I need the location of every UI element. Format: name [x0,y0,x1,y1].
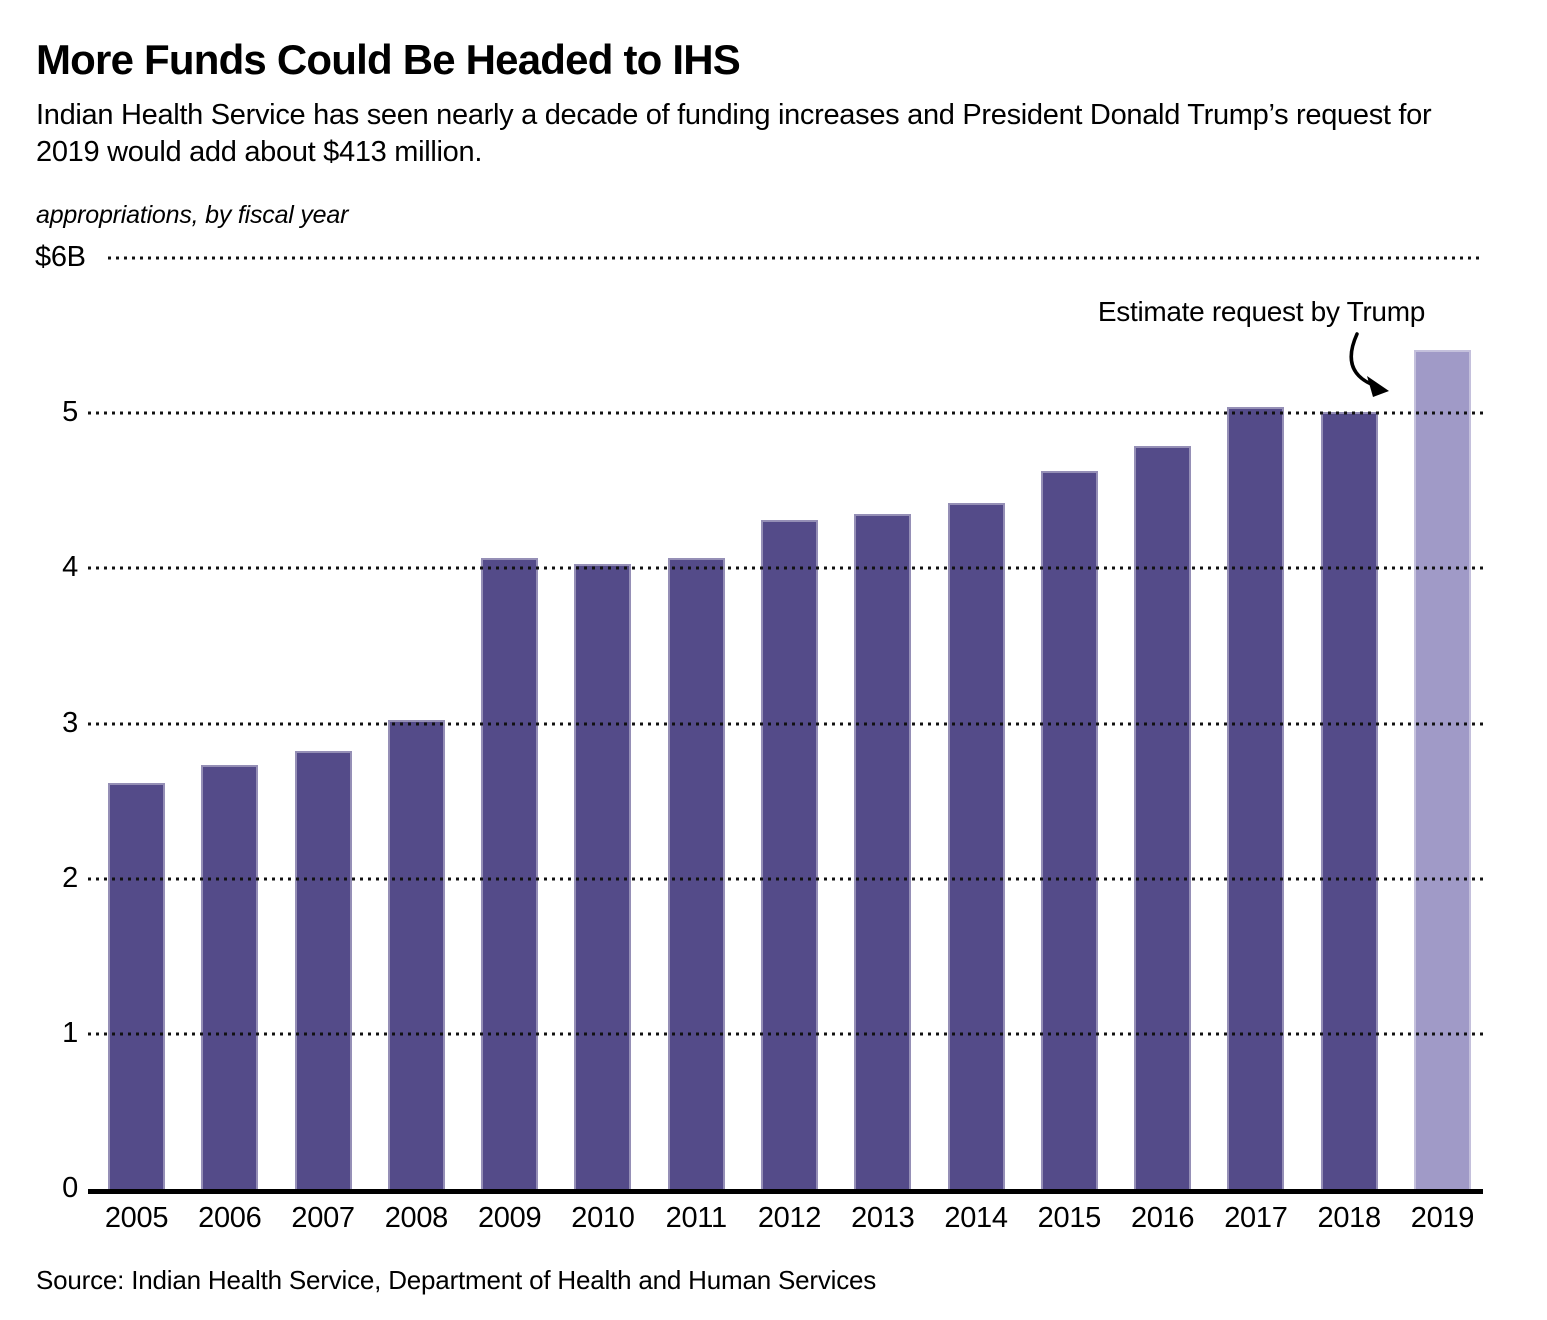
bar-slot [294,258,352,1190]
x-tick-label: 2005 [104,1202,169,1235]
y-tick-label: 3 [62,706,78,739]
x-tick-label: 2010 [571,1202,635,1235]
bar-slot [481,258,539,1190]
bar-2014 [947,503,1005,1190]
bar-2016 [1134,445,1192,1190]
bar-chart: Estimate request by Trump $6B 5 4 3 2 1 0 2005… [35,241,1483,1235]
bar-2005 [108,782,165,1190]
bar-2011 [667,557,725,1190]
x-tick-label: 2018 [1317,1202,1382,1235]
x-tick-label: 2019 [1410,1202,1475,1235]
annotation-label: Estimate request by Trump [1097,296,1425,328]
y-tick-label: 2 [62,861,78,894]
x-label-slot: 2015 [1037,1202,1102,1235]
x-label-slot: 2005 [104,1202,169,1235]
bar-2015 [1040,470,1098,1190]
y-tick-label: $6B [35,240,86,273]
x-label-slot: 2007 [291,1202,355,1235]
x-tick-label: 2016 [1130,1202,1195,1235]
source-note: Source: Indian Health Service, Departmen… [36,1265,877,1296]
bar-2008 [387,720,445,1190]
x-label-slot: 2011 [665,1202,727,1235]
bar-slot [947,258,1005,1190]
x-label-slot: 2019 [1410,1202,1475,1235]
bar-slot [1227,258,1285,1190]
axis-unit-note: appropriations, by fiscal year [36,201,349,230]
chart-subtitle: Indian Health Service has seen nearly a … [36,99,1432,169]
x-tick-label: 2013 [851,1202,915,1235]
x-axis-labels: 2005 2006 2007 2008 2009 2010 2011 2012 2013 2014… [88,1194,1483,1235]
gridline [88,1032,1483,1036]
bar-slot [760,258,818,1190]
bar-slot [1040,258,1098,1190]
bar-slot [1413,258,1471,1190]
x-label-slot: 2013 [851,1202,915,1235]
x-tick-label: 2009 [477,1202,542,1235]
y-tick-label: 5 [62,396,78,429]
y-tick-label: 1 [62,1016,78,1049]
bar-2017 [1227,407,1285,1190]
x-tick-label: 2006 [198,1202,262,1235]
gridline [108,256,1483,260]
bar-2010 [574,563,632,1190]
x-label-slot: 2018 [1317,1202,1382,1235]
y-tick-label: 4 [62,551,78,584]
x-label-slot: 2014 [944,1202,1008,1235]
bar-2007 [294,751,352,1190]
x-label-slot: 2017 [1224,1202,1288,1235]
x-label-slot: 2006 [198,1202,262,1235]
x-tick-label: 2017 [1224,1202,1288,1235]
bar-slot [1320,258,1378,1190]
bar-slot [387,258,445,1190]
gridline [88,566,1483,570]
bars-row [88,258,1483,1190]
x-tick-label: 2011 [665,1202,727,1235]
gridline [88,722,1483,726]
bar-slot [667,258,725,1190]
gridline [88,877,1483,881]
chart-title: More Funds Could Be Headed to IHS [36,36,741,83]
bar-slot [574,258,632,1190]
bar-2018 [1320,411,1378,1190]
bar-slot [854,258,912,1190]
bar-slot [108,258,165,1190]
y-tick-label: 0 [62,1171,78,1204]
annotation-arrow-icon [1349,332,1389,398]
bar-2012 [760,520,818,1190]
bar-2009 [481,557,539,1190]
x-tick-label: 2007 [291,1202,355,1235]
x-label-slot: 2008 [384,1202,449,1235]
x-label-slot: 2012 [757,1202,822,1235]
x-tick-label: 2008 [384,1202,449,1235]
plot-area: Estimate request by Trump $6B 5 4 3 2 1 0 [35,241,1483,1204]
bar-2013 [854,514,912,1190]
gridline [88,411,1483,415]
x-label-slot: 2010 [571,1202,635,1235]
x-tick-label: 2012 [757,1202,822,1235]
x-label-slot: 2016 [1130,1202,1195,1235]
x-label-slot: 2009 [477,1202,542,1235]
bar-2019 [1413,349,1471,1190]
x-tick-label: 2015 [1037,1202,1102,1235]
bar-slot [201,258,259,1190]
bar-2006 [201,765,259,1190]
x-tick-label: 2014 [944,1202,1008,1235]
